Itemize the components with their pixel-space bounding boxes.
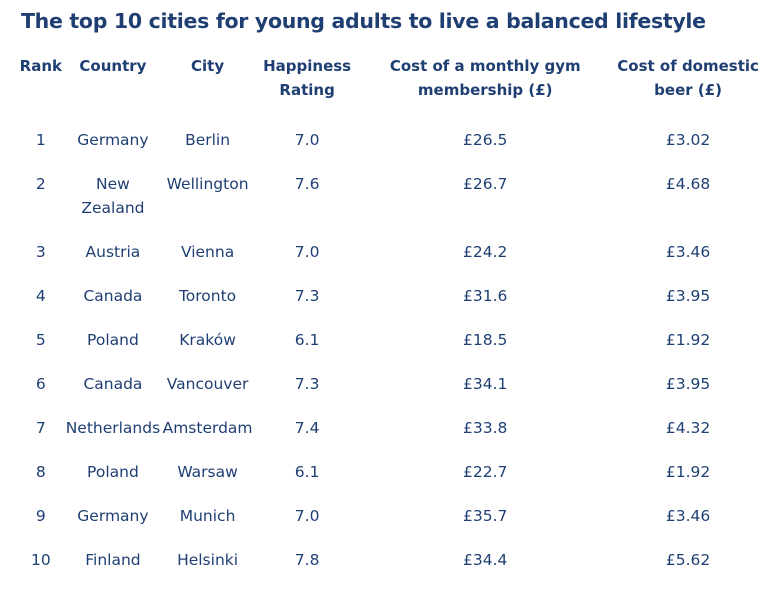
table-row: 4 Canada Toronto 7.3 £31.6 £3.95 bbox=[16, 282, 765, 326]
gym-cost-cell: £34.4 bbox=[463, 551, 508, 569]
beer-cost-cell: £4.32 bbox=[665, 419, 711, 437]
country-cell: Canada bbox=[83, 287, 143, 305]
table-row: 2 New Zealand Wellington 7.6 £26.7 £4.68 bbox=[16, 170, 765, 238]
rank-cell: 8 bbox=[35, 463, 46, 481]
city-cell: Berlin bbox=[185, 131, 231, 149]
gym-cost-cell: £31.6 bbox=[463, 287, 508, 305]
rank-cell: 10 bbox=[30, 551, 51, 569]
city-cell: Kraków bbox=[179, 331, 236, 349]
beer-cost-cell: £5.62 bbox=[665, 551, 711, 569]
city-cell: Vienna bbox=[180, 243, 235, 261]
country-cell: Finland bbox=[85, 551, 141, 569]
city-cell: Toronto bbox=[178, 287, 237, 305]
rank-cell: 7 bbox=[35, 419, 46, 437]
country-cell: Poland bbox=[87, 463, 139, 481]
beer-cost-cell: £3.46 bbox=[665, 243, 711, 261]
beer-cost-cell: £4.68 bbox=[665, 175, 711, 193]
gym-cost-cell: £33.8 bbox=[463, 419, 508, 437]
happiness-cell: 6.1 bbox=[294, 463, 320, 481]
rank-cell: 9 bbox=[35, 507, 46, 525]
happiness-cell: 7.8 bbox=[294, 551, 320, 569]
beer-cost-cell: £3.95 bbox=[665, 287, 711, 305]
beer-cost-cell: £3.46 bbox=[665, 507, 711, 525]
table-row: 7 Netherlands Amsterdam 7.4 £33.8 £4.32 bbox=[16, 414, 765, 458]
beer-cost-cell: £3.02 bbox=[665, 131, 711, 149]
city-cell: Wellington bbox=[166, 175, 249, 193]
column-header-happiness: Happiness Rating bbox=[263, 57, 352, 99]
column-header-beer-cost: Cost of domestic beer (£) bbox=[617, 57, 759, 99]
city-cell: Amsterdam bbox=[162, 419, 253, 437]
gym-cost-cell: £35.7 bbox=[463, 507, 508, 525]
cities-table: Rank Country City Happiness Rating Cost … bbox=[16, 54, 765, 590]
rank-cell: 1 bbox=[35, 131, 46, 149]
country-cell: Netherlands bbox=[65, 419, 161, 437]
table-row: 5 Poland Kraków 6.1 £18.5 £1.92 bbox=[16, 326, 765, 370]
country-cell: Poland bbox=[87, 331, 139, 349]
city-cell: Helsinki bbox=[177, 551, 239, 569]
happiness-cell: 7.0 bbox=[294, 507, 320, 525]
column-header-city: City bbox=[191, 57, 225, 75]
city-cell: Vancouver bbox=[166, 375, 249, 393]
happiness-cell: 7.3 bbox=[294, 287, 320, 305]
gym-cost-cell: £26.7 bbox=[463, 175, 508, 193]
beer-cost-cell: £1.92 bbox=[665, 463, 711, 481]
table-row: 1 Germany Berlin 7.0 £26.5 £3.02 bbox=[16, 126, 765, 170]
gym-cost-cell: £24.2 bbox=[463, 243, 508, 261]
rank-cell: 4 bbox=[35, 287, 46, 305]
rank-cell: 5 bbox=[35, 331, 46, 349]
happiness-cell: 7.4 bbox=[294, 419, 320, 437]
gym-cost-cell: £34.1 bbox=[463, 375, 508, 393]
happiness-cell: 7.6 bbox=[294, 175, 320, 193]
happiness-cell: 6.1 bbox=[294, 331, 320, 349]
happiness-cell: 7.0 bbox=[294, 131, 320, 149]
city-cell: Warsaw bbox=[177, 463, 238, 481]
header-row: Rank Country City Happiness Rating Cost … bbox=[16, 54, 765, 126]
rank-cell: 3 bbox=[35, 243, 46, 261]
table-row: 8 Poland Warsaw 6.1 £22.7 £1.92 bbox=[16, 458, 765, 502]
rank-cell: 6 bbox=[35, 375, 46, 393]
table-row: 9 Germany Munich 7.0 £35.7 £3.46 bbox=[16, 502, 765, 546]
gym-cost-cell: £22.7 bbox=[463, 463, 508, 481]
city-cell: Munich bbox=[179, 507, 236, 525]
country-cell: Canada bbox=[83, 375, 143, 393]
country-cell: Austria bbox=[85, 243, 141, 261]
column-header-rank: Rank bbox=[19, 57, 62, 75]
table-title: The top 10 cities for young adults to li… bbox=[21, 9, 706, 33]
gym-cost-cell: £18.5 bbox=[463, 331, 508, 349]
column-header-gym-cost: Cost of a monthly gym membership (£) bbox=[389, 57, 581, 99]
table-row: 6 Canada Vancouver 7.3 £34.1 £3.95 bbox=[16, 370, 765, 414]
country-cell: Germany bbox=[77, 507, 149, 525]
beer-cost-cell: £3.95 bbox=[665, 375, 711, 393]
happiness-cell: 7.3 bbox=[294, 375, 320, 393]
happiness-cell: 7.0 bbox=[294, 243, 320, 261]
country-cell: New Zealand bbox=[81, 175, 145, 217]
beer-cost-cell: £1.92 bbox=[665, 331, 711, 349]
gym-cost-cell: £26.5 bbox=[463, 131, 508, 149]
table-row: 3 Austria Vienna 7.0 £24.2 £3.46 bbox=[16, 238, 765, 282]
table-row: 10 Finland Helsinki 7.8 £34.4 £5.62 bbox=[16, 546, 765, 590]
country-cell: Germany bbox=[77, 131, 149, 149]
column-header-country: Country bbox=[79, 57, 147, 75]
rank-cell: 2 bbox=[35, 175, 46, 193]
